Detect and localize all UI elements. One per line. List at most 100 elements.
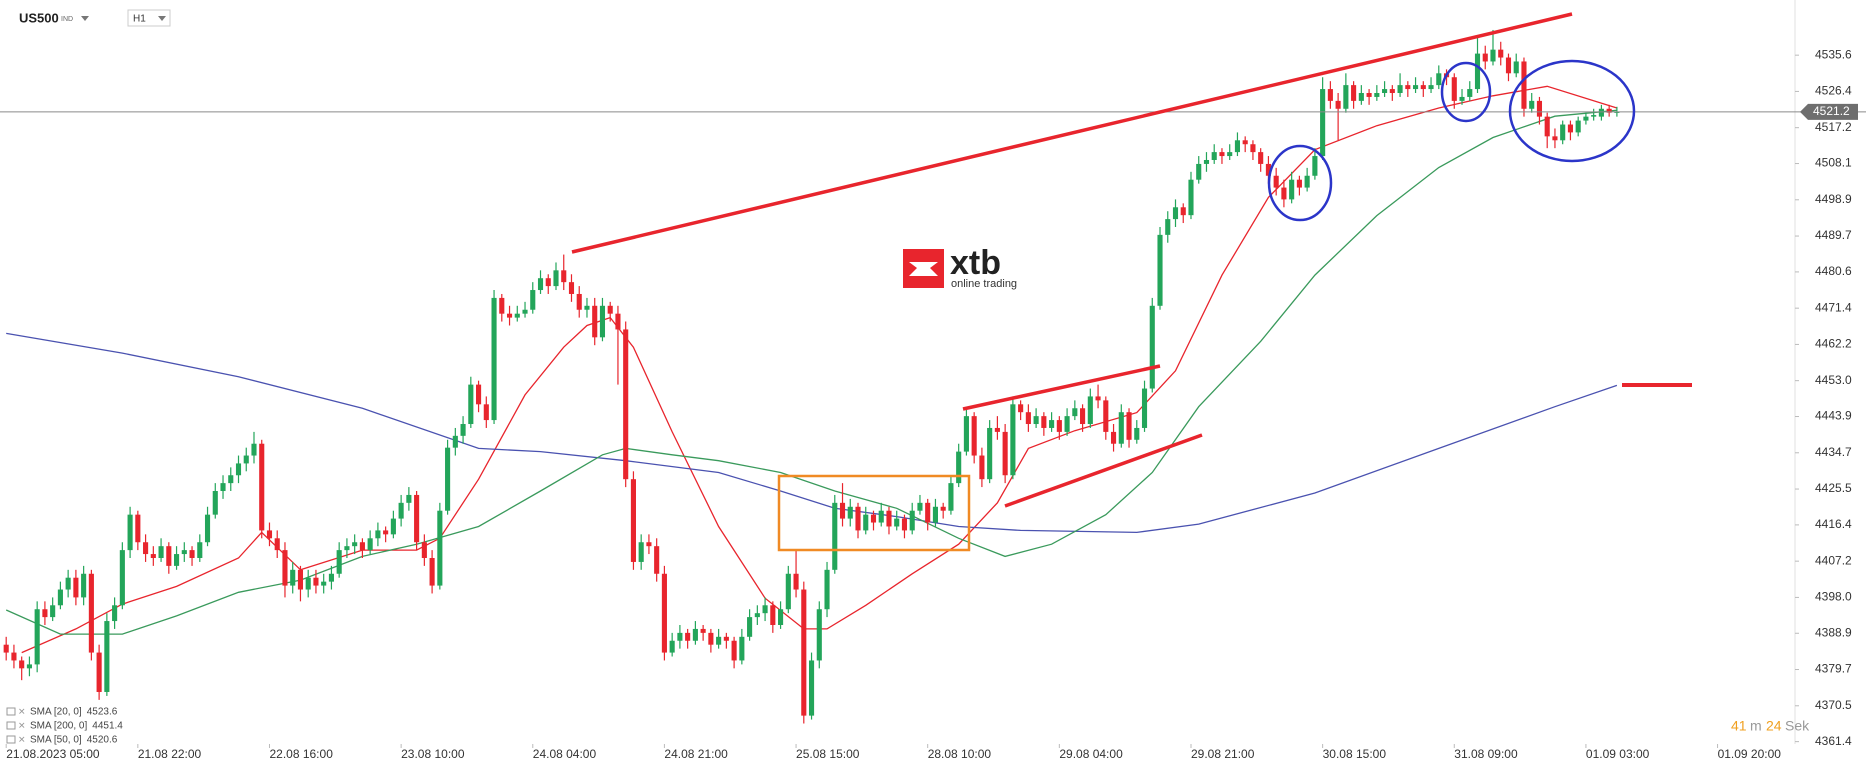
x-tick-label: 29.08 21:00 [1191,747,1255,761]
candle-body [801,589,807,716]
header: US500 IND H1 [19,9,171,27]
candle-body [359,542,365,551]
candle-body [1250,144,1256,153]
candle-body [1157,234,1163,306]
candle-body [1560,124,1566,141]
countdown-seconds: 24 [1766,718,1782,734]
candle-body [1521,61,1527,109]
candle-body [1180,207,1186,216]
candle-body [1258,152,1264,164]
sma-line [6,332,1618,534]
x-tick-label: 25.08 15:00 [796,747,860,761]
candle-body [352,542,358,547]
y-tick-label: 4489.7 [1815,228,1852,242]
candle-body [545,278,551,287]
candle-body [1002,431,1008,476]
candle-body [1126,412,1132,440]
last-price-label: 4521.2 [1813,104,1850,118]
x-tick-label: 01.09 20:00 [1718,747,1782,761]
countdown: 41 m 24 Sek [1731,718,1810,734]
y-tick-label: 4480.6 [1815,264,1852,278]
candle-body [1010,404,1016,476]
candle-body [994,427,1000,432]
candle-body [1366,93,1372,97]
candle-body [212,491,218,515]
market: IND [61,16,73,23]
candle-body [483,404,489,421]
dropdown-arrow[interactable] [81,16,89,21]
candle-body [1049,420,1055,428]
candle-body [1382,89,1388,93]
candle-body [1467,89,1473,97]
candle-body [808,660,815,716]
candle-body [375,530,381,539]
candle-body [1498,49,1504,58]
candle-body [228,475,234,484]
x-tick-label: 28.08 10:00 [928,747,992,761]
candle-body [1273,175,1279,188]
highlight-circle [1508,59,1636,163]
candle-body [1289,179,1295,200]
candle-body [537,278,544,291]
legend-close: ✕ [18,706,26,716]
y-tick-label: 4526.4 [1815,84,1852,98]
candle-body [150,554,156,558]
candle-body [220,483,226,492]
last-price-tag [1800,103,1858,120]
candle-body [863,514,869,531]
x-tick-label: 31.08 09:00 [1454,747,1518,761]
candle-body [1056,420,1062,432]
candle-body [421,542,427,558]
y-tick-label: 4462.2 [1815,337,1852,351]
y-tick-label: 4434.7 [1815,445,1852,459]
candle-body [731,640,737,661]
candle-body [1513,61,1519,74]
candle-body [181,550,187,555]
candle-body [630,479,636,562]
symbol[interactable]: US500 [19,10,59,25]
candle-body [251,443,257,456]
candle-body [1320,89,1326,157]
candle-body [452,435,458,448]
candle-body [506,313,513,318]
candle-body [661,573,667,653]
sma-line [21,85,1618,654]
candle-body [832,502,838,570]
candle-body [1149,305,1155,389]
candle-body [568,282,575,294]
candle-body [623,329,629,480]
candle-body [1358,93,1364,101]
candle-body [987,427,993,480]
candle-body [607,305,613,314]
candle-body [1118,412,1124,444]
candle-body [1072,408,1078,417]
y-tick-label: 4443.9 [1815,409,1852,423]
candle-body [290,569,296,586]
candle-body [197,542,203,558]
candle-body [762,605,768,614]
candle-body [96,652,102,692]
candle-body [1482,53,1488,62]
timeframe[interactable]: H1 [133,14,146,25]
legend-close: ✕ [18,720,26,730]
highlight-circle [1267,144,1333,222]
candle-body [57,589,63,606]
timeframe-select[interactable] [127,9,171,27]
countdown-unit: m [1750,718,1762,734]
y-tick-label: 4416.4 [1815,517,1852,531]
candle-body [1165,219,1171,235]
candle-body [847,506,853,519]
candle-body [553,270,559,287]
candle-body [1490,49,1496,62]
dropdown-arrow[interactable] [158,16,166,21]
candle-body [669,640,675,653]
candle-body [274,538,280,551]
x-tick-label: 22.08 16:00 [269,747,333,761]
y-tick-label: 4535.6 [1815,47,1852,61]
candle-body [491,297,497,421]
candle-body [119,550,125,606]
candle-body [979,455,985,480]
candle-body [855,506,861,531]
candle-body [1095,396,1101,401]
